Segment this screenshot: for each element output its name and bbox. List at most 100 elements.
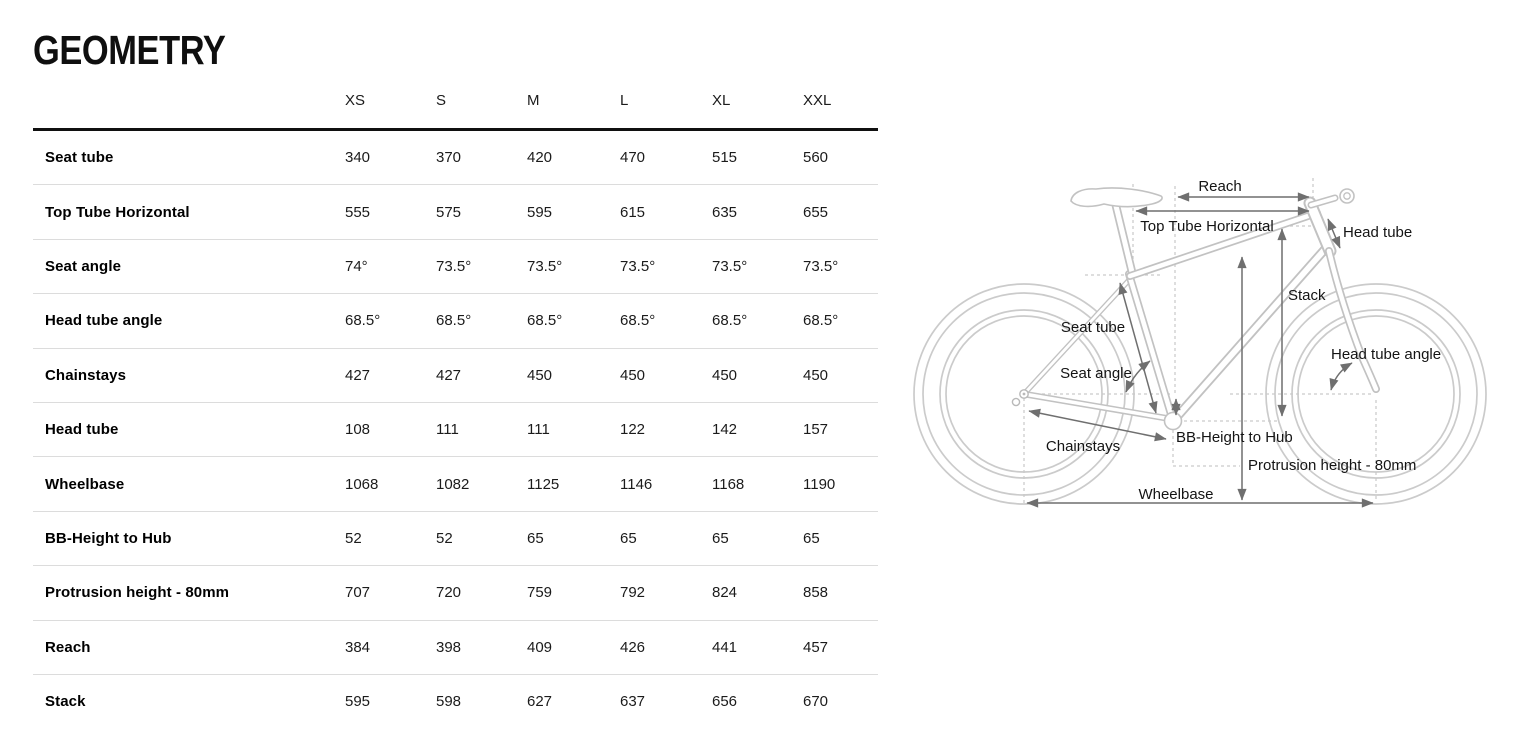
top-tube xyxy=(1126,209,1321,280)
row-value: 427 xyxy=(345,366,371,384)
saddle xyxy=(1070,187,1163,208)
dimension-arrows xyxy=(1026,192,1374,508)
row-value: 74° xyxy=(345,257,368,275)
diagram-labels: Reach Top Tube Horizontal Head tube Stac… xyxy=(1046,178,1441,503)
table-row: Seat tube 340 370 420 470 515 560 xyxy=(33,131,878,186)
stack-label: Stack xyxy=(1288,287,1326,304)
handlebar-grip-inner xyxy=(1343,192,1351,200)
seat-angle-arc xyxy=(1125,360,1151,393)
table-row: Seat angle 74° 73.5° 73.5° 73.5° 73.5° 73.5° xyxy=(33,240,878,295)
row-value: 157 xyxy=(803,421,829,439)
rear-derailleur xyxy=(1011,397,1021,407)
geometry-table: XS S M L XL XXL Seat tube 340 370 420 470 515 560 To… xyxy=(33,72,878,728)
row-value: 441 xyxy=(712,638,738,656)
reach-label: Reach xyxy=(1198,178,1241,195)
head-tube-label: Head tube xyxy=(1343,224,1412,241)
row-value: 370 xyxy=(436,149,462,167)
construction-lines xyxy=(1023,178,1377,503)
fork xyxy=(1325,247,1380,393)
row-value: 398 xyxy=(436,638,462,656)
head-tube-arrow xyxy=(1327,218,1341,249)
row-value: 68.5° xyxy=(345,312,381,330)
protrusion-height-label: Protrusion height - 80mm xyxy=(1248,457,1416,474)
row-value: 595 xyxy=(527,203,553,221)
rear-hub-dot xyxy=(1022,392,1026,396)
column-header-xxl: XXL xyxy=(803,91,832,109)
row-value: 68.5° xyxy=(712,312,748,330)
row-value: 409 xyxy=(527,638,553,656)
row-label: Stack xyxy=(45,693,86,711)
row-label: Seat tube xyxy=(45,149,114,167)
row-value: 450 xyxy=(527,366,553,384)
row-label: Top Tube Horizontal xyxy=(45,203,190,221)
row-value: 142 xyxy=(712,421,738,439)
row-value: 111 xyxy=(527,421,550,439)
row-value: 555 xyxy=(345,203,371,221)
row-label: Seat angle xyxy=(45,257,122,275)
seat-post xyxy=(1111,201,1137,277)
page-title: GEOMETRY xyxy=(33,27,226,73)
row-value: 635 xyxy=(712,203,738,221)
seat-angle-label: Seat angle xyxy=(1060,365,1132,382)
table-row: Protrusion height - 80mm 707 720 759 792 824 8… xyxy=(33,566,878,621)
row-label: Head tube xyxy=(45,421,119,439)
column-header-xl: XL xyxy=(712,91,731,109)
row-value: 108 xyxy=(345,421,371,439)
row-value: 792 xyxy=(620,584,646,602)
column-header-l: L xyxy=(620,91,629,109)
row-value: 595 xyxy=(345,693,371,711)
row-value: 627 xyxy=(527,693,553,711)
row-value: 1082 xyxy=(436,475,470,493)
chainstays-label: Chainstays xyxy=(1046,438,1120,455)
row-value: 65 xyxy=(527,529,544,547)
table-body: Seat tube 340 370 420 470 515 560 Top Tube Hori… xyxy=(33,131,878,728)
seat-tube-label: Seat tube xyxy=(1061,319,1125,336)
row-value: 759 xyxy=(527,584,553,602)
row-value: 73.5° xyxy=(436,257,472,275)
table-row: Top Tube Horizontal 555 575 595 615 635 655 xyxy=(33,185,878,240)
row-value: 420 xyxy=(527,149,553,167)
row-value: 68.5° xyxy=(527,312,563,330)
row-value: 450 xyxy=(620,366,646,384)
stem xyxy=(1307,194,1339,209)
top-tube-horizontal-label: Top Tube Horizontal xyxy=(1140,218,1273,235)
row-value: 598 xyxy=(436,693,462,711)
seat-tube xyxy=(1125,270,1177,425)
table-row: Head tube angle 68.5° 68.5° 68.5° 68.5° 68.5°… xyxy=(33,294,878,349)
table-row: Chainstays 427 427 450 450 450 450 xyxy=(33,349,878,403)
table-header-row: XS S M L XL XXL xyxy=(33,72,878,128)
table-row: Stack 595 598 627 637 656 670 xyxy=(33,675,878,728)
row-label: Chainstays xyxy=(45,366,127,384)
chainstays-arrow xyxy=(1028,408,1167,442)
row-value: 73.5° xyxy=(712,257,748,275)
row-label: Head tube angle xyxy=(45,312,163,330)
down-tube xyxy=(1170,243,1331,424)
row-value: 340 xyxy=(345,149,371,167)
row-value: 73.5° xyxy=(620,257,656,275)
table-header-divider xyxy=(33,128,878,131)
row-value: 65 xyxy=(803,529,820,547)
row-value: 111 xyxy=(436,421,459,439)
row-value: 450 xyxy=(712,366,738,384)
row-value: 122 xyxy=(620,421,646,439)
row-value: 384 xyxy=(345,638,371,656)
row-label: Reach xyxy=(45,638,91,656)
row-value: 1125 xyxy=(527,475,560,493)
row-label: Protrusion height - 80mm xyxy=(45,584,230,602)
row-value: 670 xyxy=(803,693,829,711)
row-value: 707 xyxy=(345,584,371,602)
bike-geometry-diagram: Reach Top Tube Horizontal Head tube Stac… xyxy=(913,150,1487,530)
column-header-xs: XS xyxy=(345,91,366,109)
row-value: 65 xyxy=(620,529,637,547)
row-value: 68.5° xyxy=(436,312,472,330)
seat-stay xyxy=(1021,276,1133,397)
row-value: 68.5° xyxy=(620,312,656,330)
row-label: Wheelbase xyxy=(45,475,125,493)
row-value: 515 xyxy=(712,149,738,167)
row-value: 73.5° xyxy=(527,257,563,275)
head-tube xyxy=(1303,196,1337,258)
column-header-m: M xyxy=(527,91,540,109)
table-row: BB-Height to Hub 52 52 65 65 65 65 xyxy=(33,512,878,567)
row-value: 457 xyxy=(803,638,829,656)
